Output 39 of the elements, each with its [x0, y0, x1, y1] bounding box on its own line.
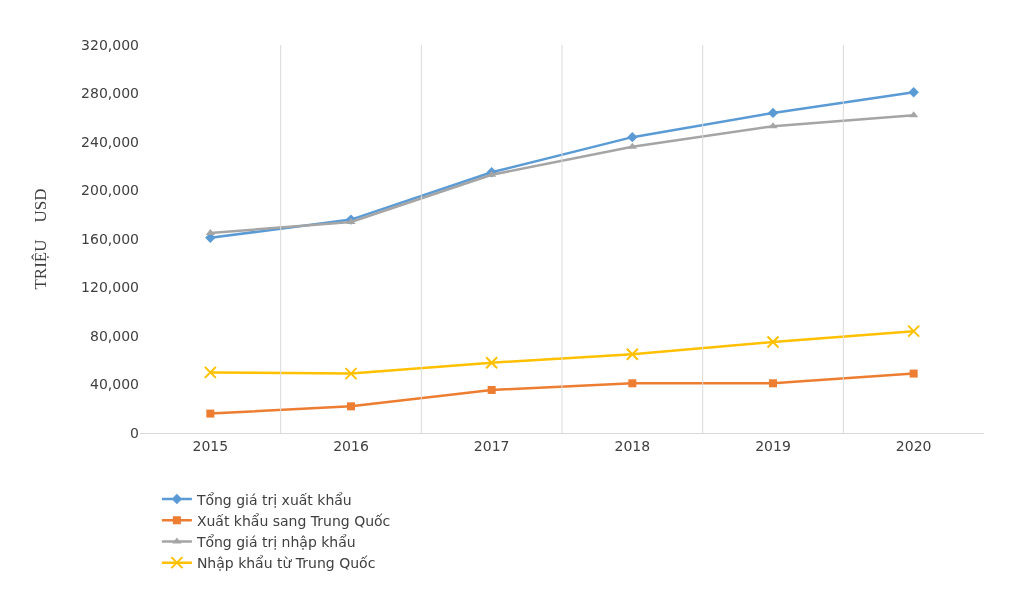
- point: [769, 379, 777, 388]
- point: [347, 402, 355, 411]
- y-tick-label: 120,000: [81, 279, 139, 296]
- y-tick-label: 240,000: [81, 133, 139, 150]
- y-tick-label: 280,000: [81, 85, 139, 102]
- legend-label: Nhập khẩu từ Trung Quốc: [196, 555, 376, 572]
- y-tick-label: 80,000: [90, 327, 139, 344]
- point: [767, 107, 779, 119]
- point: [625, 347, 639, 361]
- x-tick-label: 2018: [614, 437, 651, 454]
- legend-label: Tổng giá trị xuất khẩu: [195, 491, 352, 508]
- point: [627, 142, 637, 149]
- x-tick-label: 2015: [192, 437, 229, 454]
- x-tick-label: 2017: [473, 437, 510, 454]
- y-tick-label: 0: [130, 424, 139, 441]
- x-tick-label: 2020: [895, 437, 932, 454]
- y-tick-label: 320,000: [81, 36, 139, 53]
- y-tick-label: 160,000: [81, 230, 139, 247]
- point: [907, 324, 921, 338]
- point: [346, 218, 356, 225]
- point: [909, 369, 918, 378]
- point: [908, 87, 919, 98]
- point: [485, 356, 499, 370]
- legend-label: Tổng giá trị nhập khẩu: [195, 533, 356, 550]
- y-axis-title: TRIỆU USD: [30, 188, 50, 290]
- x-tick-label: 2019: [755, 437, 791, 454]
- y-tick-label: 40,000: [90, 376, 139, 393]
- point: [205, 228, 215, 235]
- legend-label: Xuất khẩu sang Trung Quốc: [196, 512, 391, 529]
- point: [487, 385, 496, 394]
- point: [768, 122, 778, 129]
- point: [627, 131, 638, 143]
- point: [766, 335, 780, 349]
- point: [203, 365, 217, 379]
- point: [344, 367, 358, 381]
- y-tick-label: 200,000: [81, 182, 139, 199]
- point: [206, 409, 215, 418]
- point: [628, 379, 637, 388]
- x-tick-label: 2016: [333, 437, 369, 454]
